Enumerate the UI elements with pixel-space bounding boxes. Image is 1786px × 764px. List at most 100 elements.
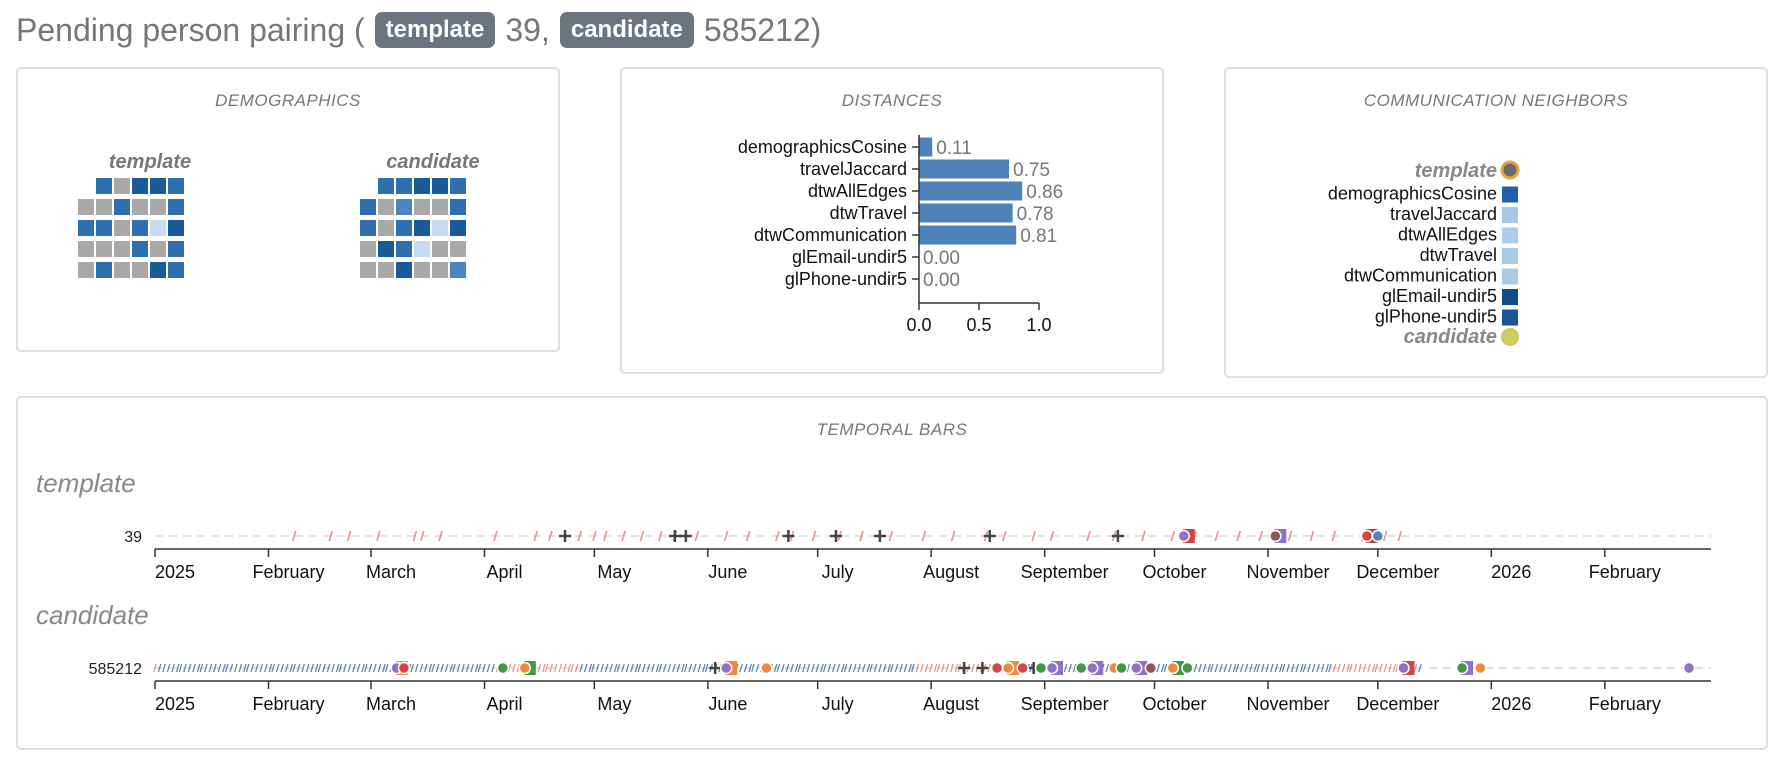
temporal-activity-tick <box>1295 663 1300 673</box>
temporal-event-dot <box>1001 661 1015 675</box>
temporal-email-tick <box>859 530 864 542</box>
temporal-activity-tick <box>827 663 832 673</box>
temporal-activity-tick <box>852 663 857 673</box>
temporal-activity-tick <box>1413 663 1418 673</box>
temporal-activity-tick <box>887 663 892 673</box>
temporal-email-tick <box>577 530 582 542</box>
temporal-activity-tick <box>950 663 954 673</box>
demographics-cell <box>114 241 130 257</box>
temporal-activity-tick <box>1383 663 1388 673</box>
temporal-email-tick <box>1002 530 1007 542</box>
temporal-activity-tick <box>1371 663 1376 673</box>
temporal-activity-tick <box>688 663 693 673</box>
temporal-email-tick <box>533 530 539 542</box>
temporal-activity-tick <box>477 663 482 673</box>
temporal-activity-tick <box>630 663 634 673</box>
temporal-month-label: June <box>708 694 747 714</box>
temporal-activity-tick <box>702 663 706 673</box>
temporal-event-dot <box>719 661 733 675</box>
temporal-plus-marker <box>709 662 722 674</box>
temporal-event-dot <box>1397 661 1410 675</box>
temporal-activity-tick <box>1269 663 1274 673</box>
distance-category-label: dtwAllEdges <box>808 181 907 201</box>
temporal-event-dot <box>760 661 773 675</box>
temporal-activity-tick <box>474 663 479 673</box>
temporal-activity-tick <box>785 663 790 673</box>
temporal-activity-tick <box>1281 663 1286 673</box>
temporal-activity-tick <box>250 663 255 673</box>
temporal-activity-tick <box>326 663 331 673</box>
temporal-activity-tick <box>296 663 301 673</box>
demographics-cell <box>96 220 112 236</box>
temporal-activity-tick <box>1214 663 1219 673</box>
temporal-activity-tick <box>595 663 600 673</box>
temporal-activity-tick <box>890 663 894 673</box>
temporal-activity-tick <box>609 663 613 673</box>
temporal-activity-tick <box>562 663 567 673</box>
demographics-cell <box>132 178 148 194</box>
neighbors-item-label: dtwCommunication <box>1344 266 1497 286</box>
temporal-activity-tick <box>410 663 414 673</box>
demographics-cell <box>150 241 166 257</box>
temporal-email-tick <box>1049 530 1055 542</box>
temporal-activity-tick <box>1126 663 1131 673</box>
demographics-cell <box>432 178 448 194</box>
demographics-cell <box>396 178 412 194</box>
temporal-activity-tick <box>537 663 542 673</box>
neighbors-candidate-label: candidate <box>1404 326 1497 348</box>
temporal-email-tick <box>1141 530 1146 542</box>
distance-value-label: 0.86 <box>1026 182 1063 203</box>
distance-category-label: dtwCommunication <box>754 225 907 245</box>
temporal-event-dot <box>990 661 1004 675</box>
neighbors-legend: templatedemographicsCosinetravelJaccardd… <box>1328 160 1520 348</box>
temporal-activity-tick <box>343 663 347 673</box>
distances-card: DISTANCES demographicsCosine 0.11 travelJa… <box>620 67 1164 374</box>
temporal-event-dot <box>1474 661 1487 675</box>
template-id: 39, <box>505 11 550 48</box>
temporal-activity-tick <box>352 663 356 673</box>
temporal-activity-tick <box>681 663 685 673</box>
temporal-activity-tick <box>1279 663 1283 673</box>
temporal-activity-tick <box>1249 663 1253 673</box>
temporal-email-tick <box>592 530 597 542</box>
demographics-cell <box>360 241 376 257</box>
demographics-cell <box>168 262 184 278</box>
temporal-template-label: template <box>36 468 136 498</box>
temporal-activity-tick <box>1349 663 1353 673</box>
temporal-activity-tick <box>229 663 234 673</box>
temporal-email-tick <box>694 530 700 542</box>
demographics-cell <box>114 220 130 236</box>
temporal-activity-tick <box>801 663 806 673</box>
temporal-month-label: November <box>1246 694 1329 714</box>
temporal-month-label: June <box>708 562 747 582</box>
temporal-activity-tick <box>811 663 815 673</box>
temporal-activity-tick <box>781 663 785 673</box>
temporal-activity-tick <box>1379 663 1383 673</box>
temporal-activity-tick <box>238 663 243 673</box>
demographics-cell <box>432 262 448 278</box>
neighbors-item-swatch <box>1502 186 1518 203</box>
temporal-activity-tick <box>245 663 250 673</box>
temporal-activity-tick <box>1286 663 1290 673</box>
temporal-month-label: September <box>1021 562 1109 582</box>
temporal-activity-tick <box>820 663 824 673</box>
temporal-event-dot <box>1045 661 1059 675</box>
temporal-activity-tick <box>1198 663 1202 673</box>
temporal-activity-tick <box>213 663 217 673</box>
temporal-plus-marker <box>983 530 996 542</box>
temporal-activity-tick <box>1388 663 1392 673</box>
demographics-cell <box>168 241 184 257</box>
demographics-cell <box>414 262 430 278</box>
distance-category-label: demographicsCosine <box>738 137 907 157</box>
temporal-activity-tick <box>936 663 941 673</box>
temporal-activity-tick <box>920 663 924 673</box>
temporal-activity-tick <box>848 663 852 673</box>
temporal-event-dot <box>1360 529 1374 543</box>
temporal-activity-tick <box>748 663 753 673</box>
demographics-cell <box>114 178 130 194</box>
neighbors-title: COMMUNICATION NEIGHBORS <box>1363 91 1629 110</box>
temporal-activity-tick <box>331 663 335 673</box>
demographics-cell <box>96 178 112 194</box>
temporal-email-tick <box>1214 530 1220 542</box>
temporal-activity-tick <box>1105 663 1110 673</box>
